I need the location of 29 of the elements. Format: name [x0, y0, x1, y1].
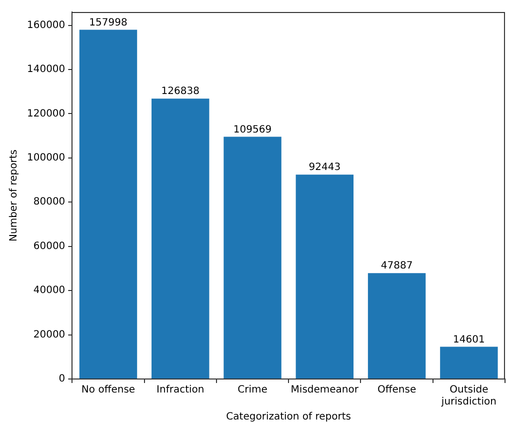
x-tick-label: Crime	[238, 384, 268, 396]
y-tick-label: 40000	[33, 285, 66, 296]
bar	[79, 30, 138, 378]
bar	[368, 273, 426, 378]
x-tick-label: Outside jurisdiction	[440, 384, 496, 408]
bar	[440, 346, 498, 378]
x-tick-label: Infraction	[156, 384, 204, 396]
y-tick-label: 120000	[26, 108, 66, 120]
x-axis-title: Categorization of reports	[226, 412, 351, 423]
data-label: 126838	[161, 86, 200, 98]
x-tick-label: Offense	[377, 384, 416, 396]
y-tick-label: 100000	[26, 152, 66, 164]
y-tick-label: 60000	[33, 240, 66, 252]
bar	[224, 136, 282, 378]
data-label: 92443	[308, 162, 341, 174]
y-tick-label: 160000	[26, 20, 66, 31]
bar	[296, 174, 354, 378]
x-tick-label: No offense	[81, 384, 136, 396]
bar	[152, 98, 210, 378]
y-tick-label: 0	[58, 374, 66, 385]
y-tick-label: 20000	[33, 329, 66, 340]
y-tick-label: 140000	[26, 64, 66, 76]
x-tick-label: Misdemeanor	[290, 384, 360, 396]
y-tick-label: 80000	[33, 196, 66, 208]
data-label: 47887	[380, 260, 413, 272]
data-label: 14601	[453, 334, 485, 346]
data-label: 109569	[233, 124, 272, 136]
y-axis-title: Number of reports	[8, 150, 20, 242]
data-label: 157998	[89, 17, 128, 28]
